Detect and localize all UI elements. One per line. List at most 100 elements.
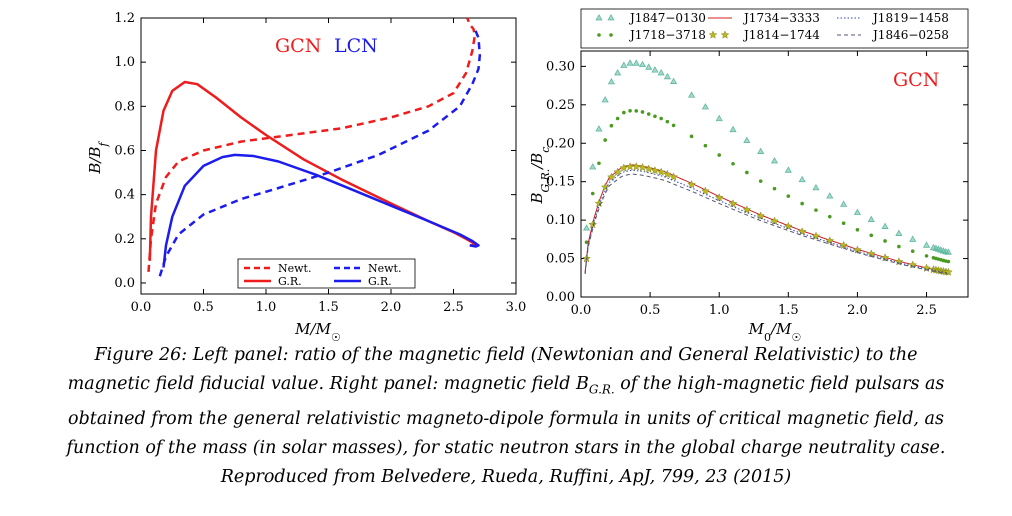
data-marker-triangle [944,248,952,255]
data-marker-star [600,182,610,191]
data-marker-star [607,172,616,181]
data-marker-triangle [812,183,820,191]
right-series-1 [584,108,951,264]
data-marker-dot [924,254,929,258]
left-ytick-label: 0.6 [114,143,135,158]
legend-label-red-gr: G.R. [278,275,302,288]
data-marker-star [656,167,666,176]
data-marker-triangle [663,72,671,80]
data-marker-star [663,169,672,179]
data-marker-dot [609,123,614,128]
left-series-line-2 [162,153,480,268]
data-marker-triangle [614,69,622,76]
caption-line-2-tail: of the high-magnetic field pulsars as [614,374,945,394]
data-marker-dot [597,161,601,166]
data-marker-triangle [798,175,806,183]
caption-line-2-head: magnetic field fiducial value. Right pan… [67,374,589,394]
data-marker-star [714,193,724,202]
data-marker-star [650,166,660,175]
data-marker-dot [659,116,663,121]
left-legend-box [237,258,416,289]
legend-label-4: J1814−1744 [742,28,820,42]
data-marker-star [701,186,710,195]
right-ylabel: BG.R./Bc [528,147,552,205]
data-marker-star [880,253,890,262]
left-xtick-label: 3.0 [506,300,527,315]
legend-label-blue-gr: G.R. [368,275,392,288]
left-xtick-label: 1.5 [318,300,339,315]
data-marker-star [756,211,765,220]
legend-label-2: J1819−1458 [871,11,949,25]
right-xtick-label: 1.0 [709,303,730,318]
right-ytick-label: 0.15 [546,175,575,190]
data-marker-dot [758,179,763,183]
left-ytick-label: 0.2 [114,232,135,247]
caption-subscript: G.R. [588,382,615,397]
data-marker-triangle [626,59,634,66]
data-marker-dot [646,112,651,116]
legend-label-red-newt: Newt. [278,262,311,275]
data-marker-dot [634,109,639,113]
data-marker-triangle [826,192,834,199]
data-marker-dot [786,194,791,198]
caption-line-3: obtained from the general relativistic m… [68,408,944,429]
data-marker-star [742,205,752,214]
data-marker-star [632,162,641,171]
data-marker-dot [946,259,951,264]
data-marker-triangle [729,125,737,133]
data-marker-triangle [670,77,678,84]
right-series-4 [584,169,948,274]
data-marker-dot [772,186,777,191]
data-marker-triangle [881,222,889,229]
caption-line-5: Reproduced from Belvedere, Rueda, Ruffin… [220,466,792,487]
data-marker-triangle [715,114,723,122]
data-marker-star [728,199,738,208]
data-marker-triangle [895,229,903,237]
legend-label-3: J1718−3718 [628,28,706,42]
data-marker-star [594,198,604,208]
data-marker-triangle [595,125,603,132]
data-marker-triangle [582,224,591,231]
right-annotation-gcn: GCN [893,69,939,91]
data-marker-dot [897,244,901,249]
data-marker-triangle [657,68,665,76]
data-marker-triangle [645,63,653,70]
legend-marker-star [720,30,730,39]
data-marker-dot [622,110,626,115]
data-marker-star [638,162,647,172]
data-marker-star [644,164,653,173]
data-marker-triangle [909,235,917,242]
data-marker-triangle [632,59,640,66]
right-xtick-label: 0.5 [640,303,661,318]
data-marker-star [839,240,848,250]
data-marker-dot [671,123,676,128]
data-marker-triangle [601,96,609,103]
data-marker-dot [910,249,915,254]
data-marker-star [613,167,622,176]
right-legend: J1847−0130 J1734−3333 J1819−1458 J1718−3718… [580,8,969,49]
right-series-line-4 [584,169,948,274]
data-marker-star [669,172,678,181]
data-marker-star [619,163,629,172]
data-marker-star [784,221,793,231]
data-marker-triangle [784,166,792,173]
right-ytick-label: 0.00 [546,290,575,305]
data-marker-star [797,227,807,236]
left-xtick-label: 0.5 [193,300,214,315]
data-marker-dot [731,161,735,166]
right-xlabel: M0/M☉ [748,320,802,344]
legend-marker-star [708,30,718,39]
data-marker-dot [628,108,632,113]
right-panel: 0.0 0.5 1.0 1.5 2.0 2.5 0.00 0.05 0.10 0.15 0.20 0.… [528,8,969,344]
right-series-0 [582,59,952,255]
left-xtick-label: 2.0 [381,300,402,315]
legend-label-5: J1846−0258 [871,28,949,42]
data-marker-triangle [757,147,765,154]
data-marker-dot [827,214,832,219]
left-lines [147,17,482,277]
right-plot-frame [580,50,969,298]
legend-marker-dot [609,33,613,37]
right-series-line-2 [584,164,948,273]
data-marker-star [625,162,635,171]
data-marker-triangle [651,66,659,73]
